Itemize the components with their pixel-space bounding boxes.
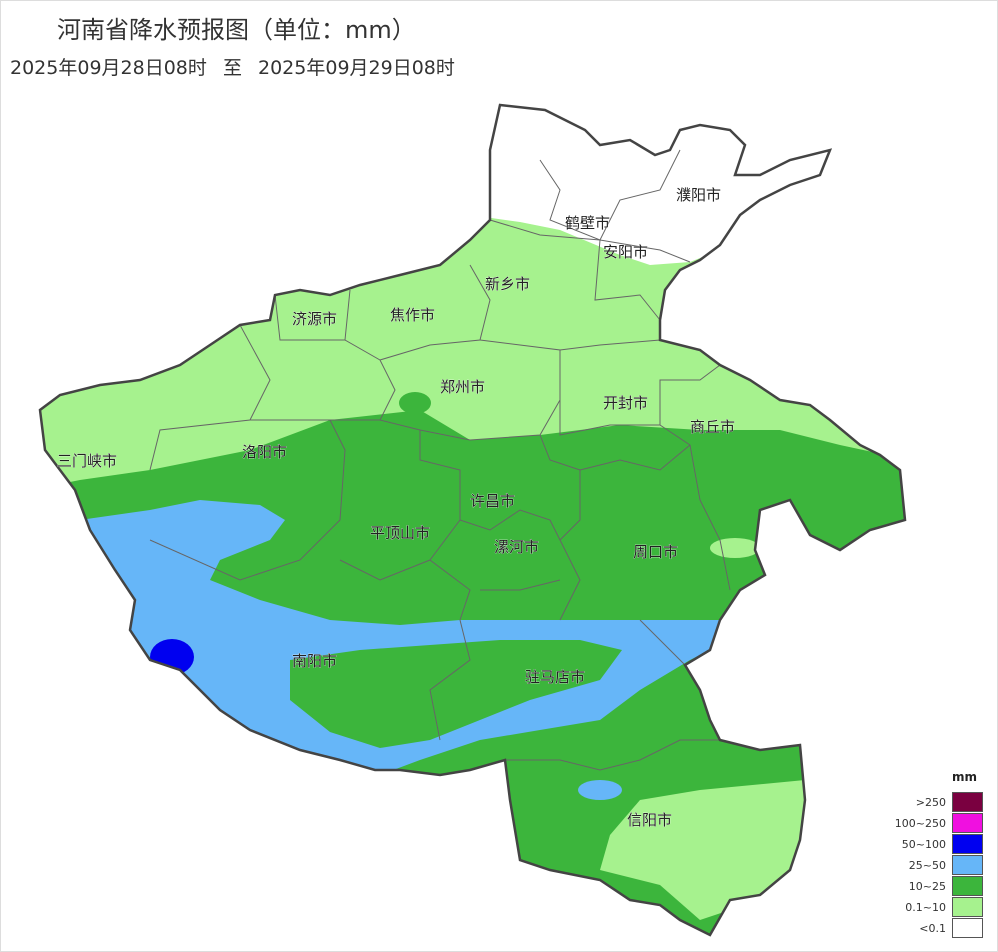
zone-10-25-spot (399, 392, 431, 414)
legend-label: 0.1~10 (905, 901, 946, 914)
legend-item: 100~250 (894, 813, 988, 834)
forecast-period: 2025年09月28日08时 至 2025年09月29日08时 (10, 53, 465, 80)
legend-label: 10~25 (908, 880, 946, 893)
period-end: 2025年09月29日08时 (258, 57, 455, 79)
zone-25-50 (80, 500, 730, 775)
city-label: 平顶山市 (370, 524, 430, 542)
period-separator: 至 (222, 57, 242, 79)
city-label: 鹤壁市 (565, 214, 610, 232)
city-label: 信阳市 (627, 811, 672, 829)
legend-label: <0.1 (919, 922, 946, 935)
legend-swatch (952, 897, 983, 917)
legend-label: 50~100 (901, 838, 946, 851)
city-label: 驻马店市 (525, 668, 585, 686)
city-label: 焦作市 (390, 306, 435, 324)
legend-item: >250 (896, 792, 988, 813)
legend-label: >250 (915, 796, 946, 809)
legend-item: 10~25 (896, 876, 988, 897)
legend-swatch (952, 855, 983, 875)
city-label: 濮阳市 (676, 186, 721, 204)
legend-swatch (952, 834, 983, 854)
city-label: 安阳市 (603, 243, 648, 261)
legend-unit: mm (952, 770, 978, 784)
city-label: 开封市 (603, 394, 648, 412)
zone-10-25-inner (290, 640, 622, 748)
city-label: 周口市 (633, 543, 678, 561)
legend-label: 25~50 (908, 859, 946, 872)
city-label: 洛阳市 (242, 443, 287, 461)
legend-swatch (952, 792, 983, 812)
zone-25-50-south-spot (578, 780, 622, 800)
city-label: 南阳市 (292, 652, 337, 670)
city-label: 商丘市 (690, 418, 735, 436)
city-label: 郑州市 (440, 378, 485, 396)
map-title: 河南省降水预报图（单位：mm） (57, 16, 416, 44)
legend-item: 0.1~10 (896, 897, 988, 918)
period-start: 2025年09月28日08时 (10, 57, 207, 79)
city-labels: 濮阳市 鹤壁市 安阳市 新乡市 济源市 焦作市 郑州市 开封市 商丘市 三门峡市… (57, 186, 736, 830)
legend-swatch (952, 876, 983, 896)
legend-label: 100~250 (894, 817, 946, 830)
legend-item: <0.1 (896, 918, 988, 939)
zone-50-100-spot (150, 639, 194, 675)
legend-swatch (952, 813, 983, 833)
city-label: 济源市 (292, 310, 337, 328)
city-label: 三门峡市 (57, 452, 117, 470)
city-boundaries (149, 149, 731, 771)
legend-item: 25~50 (896, 855, 988, 876)
zone-0.1-10-spot (710, 538, 760, 558)
zone-0.1-10-south (600, 780, 805, 920)
legend-item: 50~100 (896, 834, 988, 855)
city-label: 许昌市 (470, 492, 515, 510)
city-label: 新乡市 (485, 275, 530, 293)
legend-swatch (952, 918, 983, 938)
city-label: 漯河市 (494, 538, 539, 556)
